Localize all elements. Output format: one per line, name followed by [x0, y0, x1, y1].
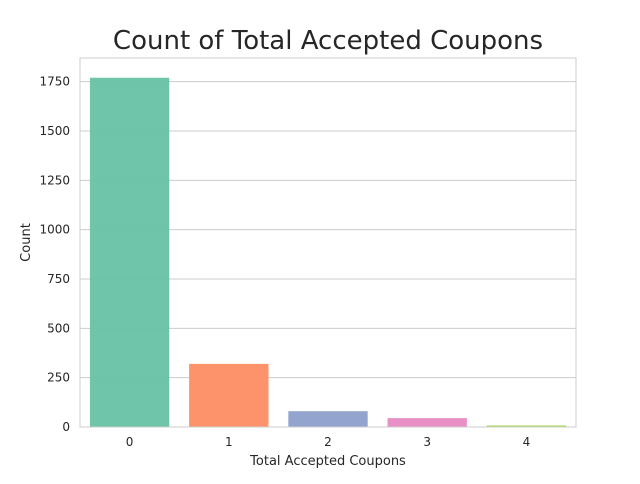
y-tick-labels: 0 250 500 750 1000 1250 1500 1750: [39, 75, 70, 434]
x-tick-label: 4: [523, 435, 531, 449]
y-tick-label: 1500: [39, 124, 70, 138]
x-axis-label: Total Accepted Coupons: [249, 454, 406, 469]
x-tick-label: 2: [324, 435, 332, 449]
x-tick-label: 3: [423, 435, 431, 449]
y-axis-label: Count: [19, 223, 34, 262]
plot-frame: [79, 57, 577, 428]
bar-1: [189, 363, 269, 427]
y-tick-label: 1750: [39, 75, 70, 89]
x-tick-label: 0: [126, 435, 134, 449]
chart-title: Count of Total Accepted Coupons: [113, 26, 543, 56]
y-tick-label: 500: [47, 321, 70, 335]
y-tick-label: 1250: [39, 173, 70, 187]
x-tick-label: 1: [225, 435, 233, 449]
x-tick-labels: 0 1 2 3 4: [126, 435, 530, 449]
y-tick-label: 1000: [39, 223, 70, 237]
bar-0: [89, 77, 170, 428]
bar-3: [387, 418, 467, 427]
bars: [89, 77, 567, 428]
y-tick-label: 750: [47, 272, 70, 286]
bar-2: [288, 411, 368, 427]
y-tick-label: 0: [62, 420, 70, 434]
y-tick-label: 250: [47, 371, 70, 385]
bar-4: [486, 425, 567, 427]
